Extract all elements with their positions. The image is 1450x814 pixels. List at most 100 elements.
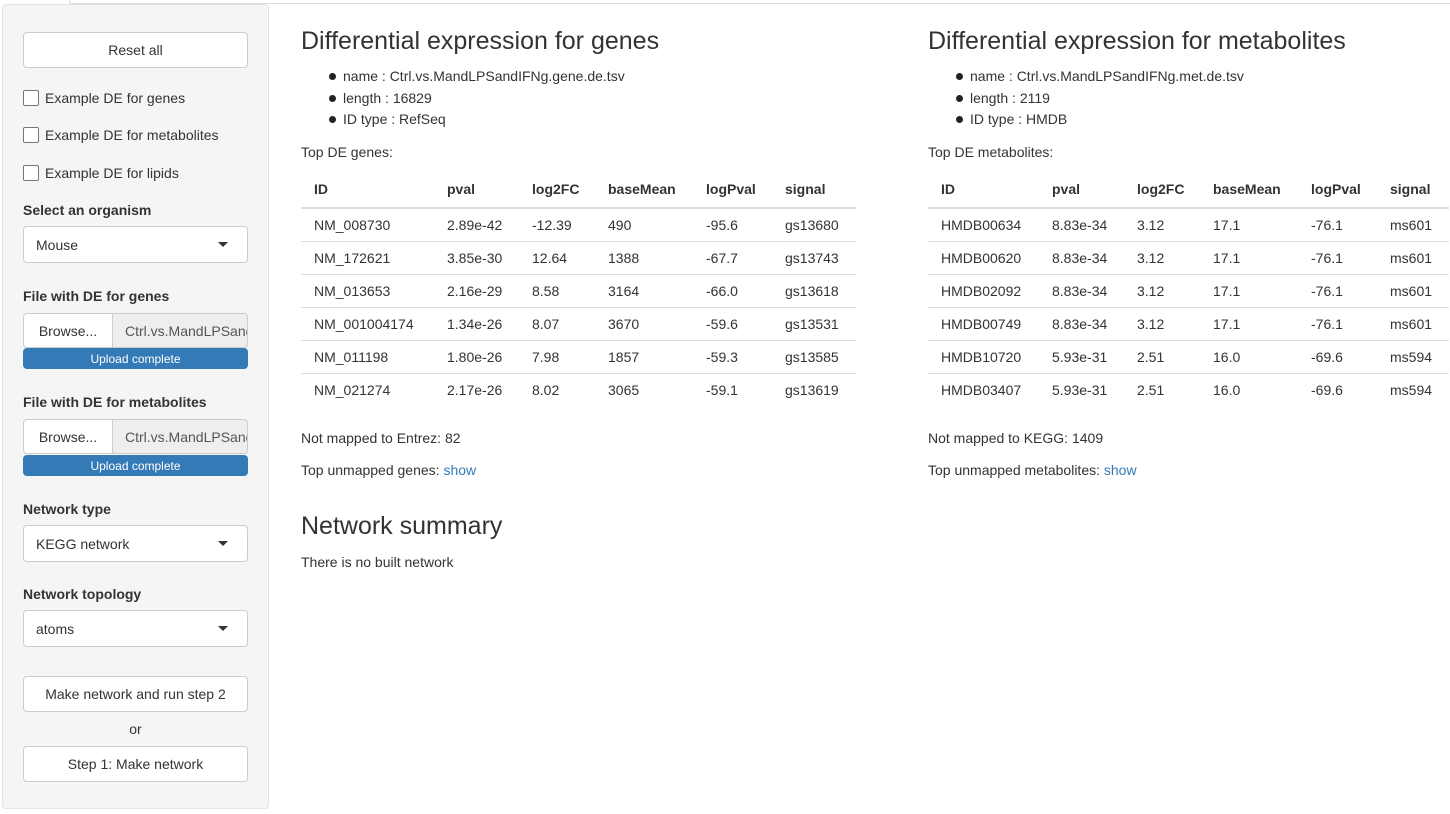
tab-strip-border bbox=[70, 3, 1450, 4]
table-cell: ms601 bbox=[1377, 240, 1449, 274]
checkbox-icon[interactable] bbox=[23, 165, 39, 181]
table-cell: 2.89e-42 bbox=[447, 216, 503, 233]
table-cell: HMDB00634 bbox=[941, 216, 1022, 233]
table-row: HMDB00634 8.83e-34 3.12 17.1 -76.1 ms601 bbox=[928, 208, 1449, 241]
table-cell: 3.12 bbox=[1137, 216, 1165, 233]
table-cell: 8.83e-34 bbox=[1039, 306, 1124, 340]
table-cell: -59.1 bbox=[693, 372, 772, 406]
table-cell: -76.1 bbox=[1298, 240, 1377, 274]
table-cell: 3.12 bbox=[1124, 240, 1200, 274]
top-de-genes-label: Top DE genes: bbox=[301, 144, 393, 160]
metabolites-file-name: Ctrl.vs.MandLPSandIFNg.met.de.tsv bbox=[113, 419, 248, 454]
table-cell: ms594 bbox=[1377, 372, 1449, 406]
example-metabolites-checkbox-row[interactable]: Example DE for metabolites bbox=[23, 125, 219, 145]
table-cell: gs13619 bbox=[772, 372, 856, 406]
metabolites-section-title: Differential expression for metabolites bbox=[928, 27, 1346, 55]
metabolites-browse-button[interactable]: Browse... bbox=[23, 419, 113, 454]
table-cell: 7.98 bbox=[519, 339, 595, 373]
table-cell: 3.12 bbox=[1124, 306, 1200, 340]
column-header: log2FC bbox=[519, 170, 595, 209]
example-genes-label: Example DE for genes bbox=[45, 90, 186, 106]
table-cell: HMDB00749 bbox=[928, 306, 1039, 340]
table-cell: 8.83e-34 bbox=[1052, 216, 1108, 233]
table-cell: -66.0 bbox=[693, 273, 772, 307]
genes-info-idtype: ID type : RefSeq bbox=[301, 109, 625, 131]
table-cell: HMDB02092 bbox=[928, 273, 1039, 307]
table-row: HMDB10720 5.93e-31 2.51 16.0 -69.6 ms594 bbox=[928, 339, 1449, 373]
network-type-select[interactable]: KEGG network bbox=[23, 525, 248, 562]
table-cell: 2.51 bbox=[1124, 372, 1200, 406]
example-genes-checkbox-row[interactable]: Example DE for genes bbox=[23, 88, 185, 108]
genes-browse-button[interactable]: Browse... bbox=[23, 313, 113, 348]
table-cell: HMDB03407 bbox=[928, 372, 1039, 406]
genes-unmapped-row: Top unmapped genes: show bbox=[301, 462, 476, 478]
table-cell: ms601 bbox=[1377, 306, 1449, 340]
table-cell: 3.12 bbox=[1124, 273, 1200, 307]
metabolites-show-link[interactable]: show bbox=[1103, 462, 1137, 478]
top-de-metabolites-label: Top DE metabolites: bbox=[928, 144, 1054, 160]
genes-file-label: File with DE for genes bbox=[23, 288, 170, 304]
column-header: signal bbox=[772, 170, 856, 209]
network-summary-title: Network summary bbox=[301, 512, 503, 540]
network-status: There is no built network bbox=[301, 554, 454, 570]
column-header: pval bbox=[434, 170, 519, 209]
column-header: log2FC bbox=[1124, 170, 1200, 209]
table-cell: HMDB10720 bbox=[928, 339, 1039, 373]
network-topology-value: atoms bbox=[36, 620, 75, 637]
metabolites-de-table: ID pval log2FC baseMean logPval signal HMDB00… bbox=[928, 170, 1449, 406]
table-cell: 1388 bbox=[595, 240, 693, 274]
table-cell: 1.34e-26 bbox=[434, 306, 519, 340]
table-header-row: ID pval log2FC baseMean logPval signal bbox=[928, 170, 1449, 209]
column-header: pval bbox=[1039, 170, 1124, 209]
genes-upload-progress: Upload complete bbox=[23, 348, 248, 369]
table-cell: gs13743 bbox=[772, 240, 856, 274]
table-cell: -76.1 bbox=[1311, 216, 1343, 233]
metabolites-info-length: length : 2119 bbox=[928, 88, 1244, 110]
table-cell: -59.3 bbox=[693, 339, 772, 373]
example-lipids-checkbox-row[interactable]: Example DE for lipids bbox=[23, 163, 179, 183]
genes-file-name: Ctrl.vs.MandLPSandIFNg.gene.de.tsv bbox=[113, 313, 248, 348]
column-header: signal bbox=[1377, 170, 1449, 209]
caret-down-icon bbox=[218, 626, 228, 631]
or-separator: or bbox=[129, 721, 142, 737]
reset-all-button[interactable]: Reset all bbox=[23, 32, 248, 68]
genes-not-mapped: Not mapped to Entrez: 82 bbox=[301, 430, 461, 446]
metabolites-file-label: File with DE for metabolites bbox=[23, 394, 207, 410]
table-cell: -76.1 bbox=[1298, 306, 1377, 340]
table-cell: -95.6 bbox=[706, 216, 738, 233]
network-topology-select[interactable]: atoms bbox=[23, 610, 248, 647]
genes-de-table: ID pval log2FC baseMean logPval signal NM_008… bbox=[301, 170, 856, 406]
table-cell: 1857 bbox=[595, 339, 693, 373]
metabolites-file-input[interactable]: Browse... Ctrl.vs.MandLPSandIFNg.met.de.… bbox=[23, 419, 248, 454]
table-cell: gs13585 bbox=[772, 339, 856, 373]
table-row: NM_172621 3.85e-30 12.64 1388 -67.7 gs13743 bbox=[301, 240, 856, 274]
make-network-run-step2-button[interactable]: Make network and run step 2 bbox=[23, 676, 248, 712]
step1-make-network-button[interactable]: Step 1: Make network bbox=[23, 746, 248, 782]
metabolites-info-list: name : Ctrl.vs.MandLPSandIFNg.met.de.tsv… bbox=[928, 66, 1244, 131]
checkbox-icon[interactable] bbox=[23, 90, 39, 106]
table-cell: NM_021274 bbox=[301, 372, 434, 406]
table-row: NM_013653 2.16e-29 8.58 3164 -66.0 gs13618 bbox=[301, 273, 856, 307]
table-cell: NM_011198 bbox=[301, 339, 434, 373]
column-header: ID bbox=[301, 170, 434, 209]
column-header: logPval bbox=[1298, 170, 1377, 209]
checkbox-icon[interactable] bbox=[23, 127, 39, 143]
table-cell: 8.02 bbox=[519, 372, 595, 406]
network-type-value: KEGG network bbox=[36, 535, 130, 552]
sidebar-panel: Reset all Example DE for genes Example D… bbox=[2, 4, 269, 809]
table-cell: NM_008730 bbox=[314, 216, 391, 233]
table-cell: ms601 bbox=[1390, 216, 1433, 233]
example-metabolites-label: Example DE for metabolites bbox=[45, 127, 219, 143]
table-cell: 8.07 bbox=[519, 306, 595, 340]
table-cell: 2.51 bbox=[1124, 339, 1200, 373]
genes-file-input[interactable]: Browse... Ctrl.vs.MandLPSandIFNg.gene.de… bbox=[23, 313, 248, 348]
table-cell: 3065 bbox=[595, 372, 693, 406]
genes-show-link[interactable]: show bbox=[443, 462, 477, 478]
table-cell: 8.83e-34 bbox=[1039, 240, 1124, 274]
table-cell: 17.1 bbox=[1200, 240, 1298, 274]
table-row: NM_021274 2.17e-26 8.02 3065 -59.1 gs13619 bbox=[301, 372, 856, 406]
metabolites-info-idtype: ID type : HMDB bbox=[928, 109, 1244, 131]
table-cell: 16.0 bbox=[1200, 339, 1298, 373]
table-cell: 16.0 bbox=[1200, 372, 1298, 406]
organism-select[interactable]: Mouse bbox=[23, 226, 248, 263]
